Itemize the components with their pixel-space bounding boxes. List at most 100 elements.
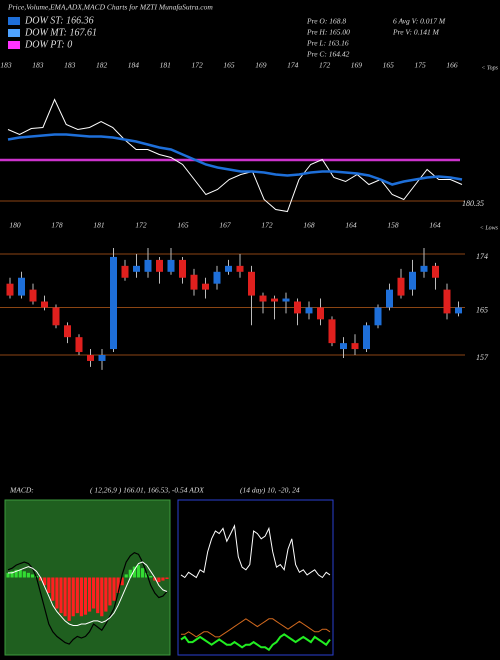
info: Pre V: 0.141 M xyxy=(392,28,440,37)
top-label: 183 xyxy=(0,61,12,70)
candle-body xyxy=(282,298,290,302)
top-label: 168 xyxy=(303,221,315,230)
series-line xyxy=(7,98,463,213)
histogram-bar xyxy=(120,577,124,586)
candle-body xyxy=(374,307,382,326)
histogram-bar xyxy=(124,574,128,578)
candle-body xyxy=(167,259,175,272)
top-label: 165 xyxy=(223,61,235,70)
histogram-bar xyxy=(75,577,79,614)
info: Pre C: 164.42 xyxy=(306,50,350,59)
candle-body xyxy=(409,271,416,290)
candle-body xyxy=(294,301,301,314)
series-line xyxy=(7,133,463,186)
candle-body xyxy=(110,256,117,350)
candle-body xyxy=(18,277,25,296)
top-label: 164 xyxy=(429,221,441,230)
candle-body xyxy=(225,265,232,272)
candle-body xyxy=(87,355,94,361)
candle-body xyxy=(179,259,186,278)
histogram-bar xyxy=(83,577,88,615)
top-label: 183 xyxy=(32,61,44,70)
histogram-bar xyxy=(104,577,108,612)
candle-body xyxy=(156,259,163,272)
histogram-bar xyxy=(128,569,132,578)
histogram-bar xyxy=(87,577,92,612)
legend-label: DOW PT: 0 xyxy=(24,39,72,50)
histogram-bar xyxy=(63,577,67,617)
histogram-bar xyxy=(6,572,10,578)
histogram-bar xyxy=(18,569,22,578)
candle-body xyxy=(213,271,221,284)
top-label: 184 xyxy=(128,61,140,70)
page-title: Price,Volume,EMA,ADX,MACD Charts for MZT… xyxy=(7,3,213,12)
adx-line xyxy=(181,618,331,638)
top-label: 181 xyxy=(93,221,104,230)
candle-body xyxy=(340,343,347,350)
histogram-bar xyxy=(59,577,63,614)
candle-body xyxy=(455,307,462,314)
y-tick-label: 174 xyxy=(476,252,488,261)
histogram-bar xyxy=(67,577,71,621)
histogram-bar xyxy=(153,577,157,581)
histogram-bar xyxy=(79,577,83,617)
top-label: 167 xyxy=(219,221,231,230)
candle-body xyxy=(75,337,83,353)
y-tick-label: 180.35 xyxy=(462,199,484,208)
candle-body xyxy=(64,325,71,338)
candle-body xyxy=(397,277,405,296)
top-label: 169 xyxy=(255,61,267,70)
top-label: 181 xyxy=(160,61,171,70)
histogram-bar xyxy=(47,577,51,593)
histogram-bar xyxy=(55,577,59,609)
legend-label: DOW MT: 167.61 xyxy=(24,27,97,38)
histogram-bar xyxy=(140,568,145,578)
candle-body xyxy=(351,343,359,350)
top-label: 175 xyxy=(415,61,427,70)
histogram-bar xyxy=(157,577,161,583)
legend-label: DOW ST: 166.36 xyxy=(24,15,94,26)
info: Pre H: 165.00 xyxy=(306,28,350,37)
info: Pre L: 163.16 xyxy=(306,39,349,48)
histogram-bar xyxy=(96,577,100,614)
adx-line xyxy=(180,633,331,652)
candle-body xyxy=(443,289,451,314)
top-label: 183 xyxy=(64,61,76,70)
top-label: 172 xyxy=(192,61,204,70)
top-label: 182 xyxy=(96,61,108,70)
candle-body xyxy=(363,325,370,350)
panel-subtitle: ( 12,26,9 ) 166.01, 166.53, -0.54 ADX xyxy=(90,486,204,495)
y-tick-label: 157 xyxy=(476,353,489,362)
top-label: 172 xyxy=(261,221,273,230)
histogram-bar xyxy=(116,577,120,593)
top-label: 165 xyxy=(177,221,189,230)
panel xyxy=(177,499,334,656)
legend-swatch xyxy=(8,17,20,25)
candle-body xyxy=(248,271,255,296)
histogram-bar xyxy=(108,577,112,606)
candle-body xyxy=(202,283,209,290)
candle-body xyxy=(41,301,48,308)
candle-body xyxy=(317,307,324,320)
histogram-bar xyxy=(92,577,96,609)
histogram-bar xyxy=(26,572,30,578)
legend-swatch xyxy=(8,29,20,37)
candle-body xyxy=(305,307,313,314)
candle-body xyxy=(271,298,278,302)
histogram-bar xyxy=(43,577,47,586)
candle-body xyxy=(328,319,336,344)
top-label: 166 xyxy=(446,61,458,70)
histogram-bar xyxy=(71,577,75,617)
top-label: 164 xyxy=(345,221,357,230)
histogram-bar xyxy=(136,565,141,578)
candle-body xyxy=(121,265,129,278)
histogram-bar xyxy=(132,566,136,578)
candle-body xyxy=(386,289,393,308)
info: 6 Avg V: 0.017 M xyxy=(393,17,446,26)
top-label: 172 xyxy=(319,61,331,70)
candle-body xyxy=(236,265,244,272)
info: Pre O: 168.8 xyxy=(306,17,346,26)
legend-swatch xyxy=(8,41,20,49)
end-label: < Lows xyxy=(480,225,499,231)
candle-body xyxy=(432,265,439,278)
